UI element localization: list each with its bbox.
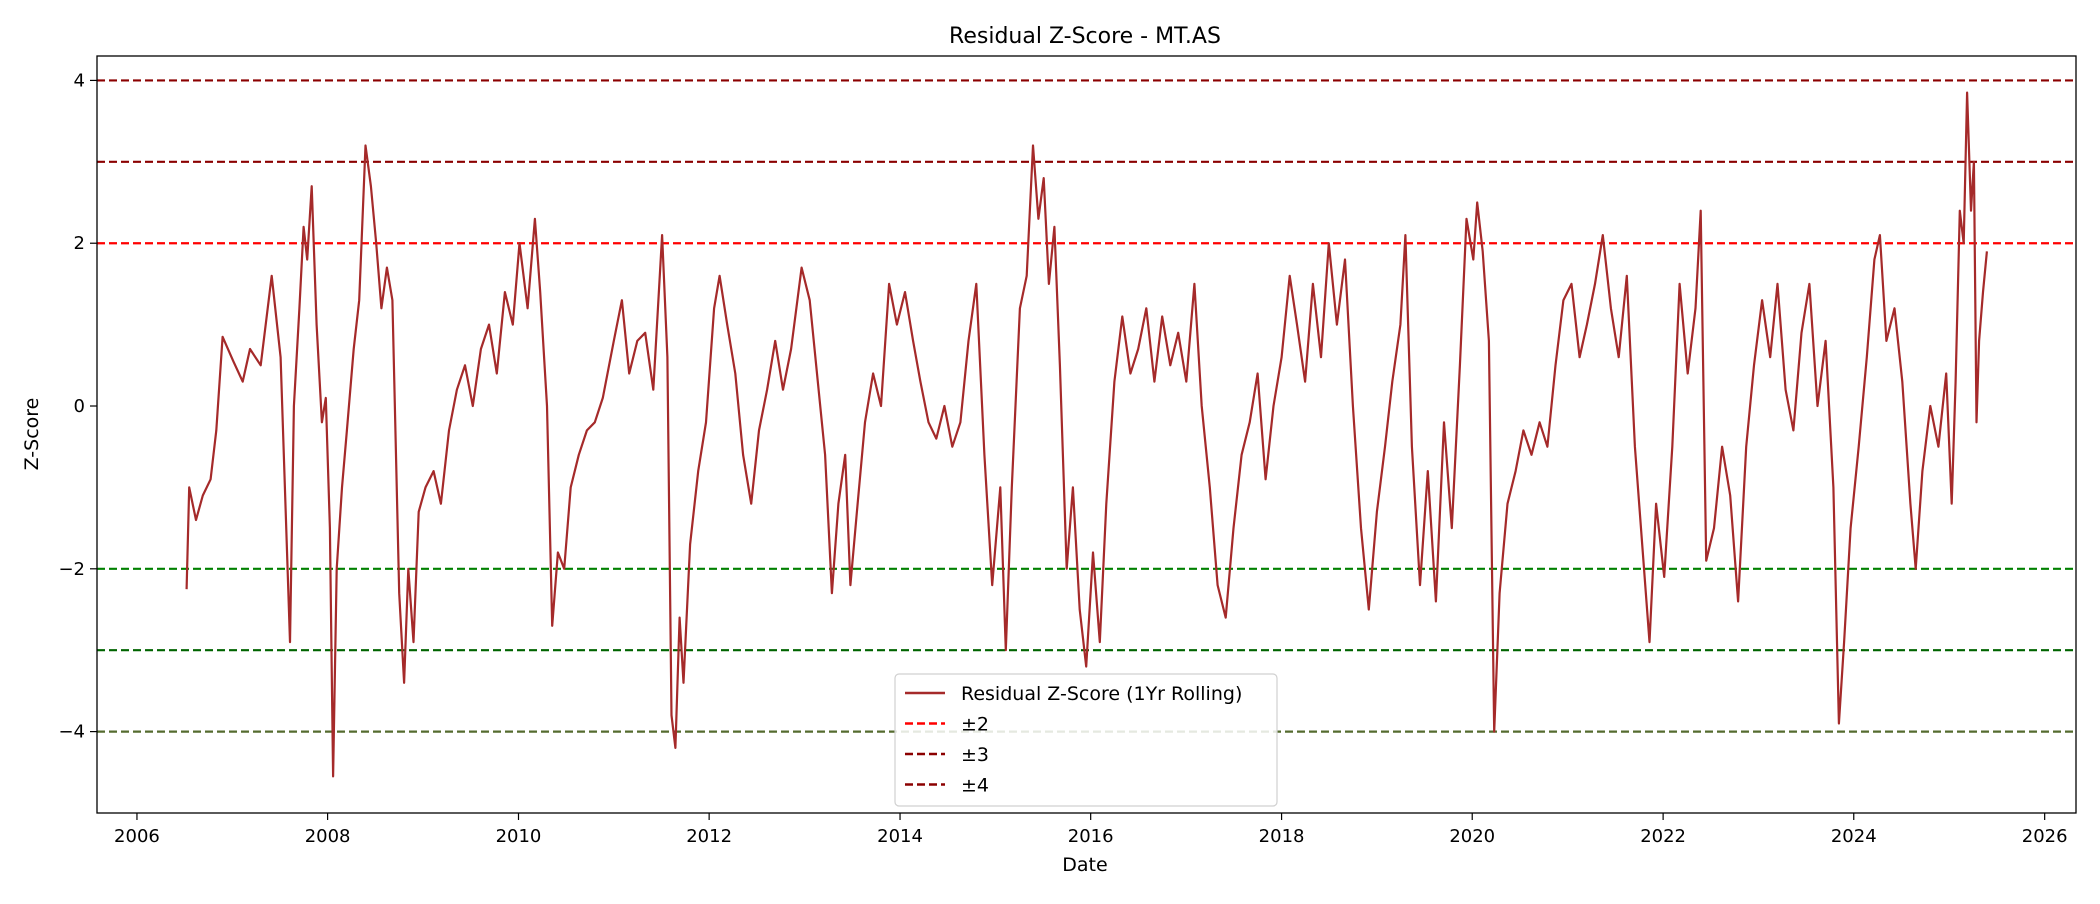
chart-title: Residual Z-Score - MT.AS (949, 24, 1221, 49)
x-tick-label: 2012 (686, 826, 732, 847)
legend: Residual Z-Score (1Yr Rolling) ±2 ±3 ±4 (894, 673, 1278, 807)
x-tick-label: 2010 (496, 826, 542, 847)
y-tick-label: −4 (58, 722, 85, 743)
x-tick-label: 2008 (305, 826, 351, 847)
legend-label: ±4 (961, 775, 989, 797)
y-tick-label: −2 (58, 559, 85, 580)
legend-label: Residual Z-Score (1Yr Rolling) (961, 683, 1242, 705)
y-tick-label: 0 (74, 396, 85, 417)
x-tick-label: 2024 (1831, 826, 1877, 847)
x-axis: 2006 2008 2010 2012 2014 2016 2018 2020 2022 2024… (114, 813, 2068, 847)
series-layer (185, 91, 1988, 778)
y-axis: −4 −2 0 2 4 (58, 70, 97, 743)
x-axis-label: Date (1062, 854, 1107, 876)
x-tick-label: 2016 (1068, 826, 1114, 847)
legend-label: ±2 (961, 714, 989, 736)
legend-label: ±3 (961, 744, 989, 766)
x-tick-label: 2026 (2022, 826, 2068, 847)
x-tick-label: 2014 (877, 826, 923, 847)
x-tick-label: 2006 (114, 826, 160, 847)
y-tick-label: 2 (74, 233, 85, 254)
series-line-0 (185, 91, 1988, 778)
y-axis-label: Z-Score (21, 398, 43, 471)
x-tick-label: 2018 (1259, 826, 1305, 847)
x-tick-label: 2022 (1640, 826, 1686, 847)
legend-box (894, 673, 1278, 807)
x-tick-label: 2020 (1449, 826, 1495, 847)
plot-area-frame (96, 55, 2077, 814)
y-tick-label: 4 (74, 70, 85, 91)
